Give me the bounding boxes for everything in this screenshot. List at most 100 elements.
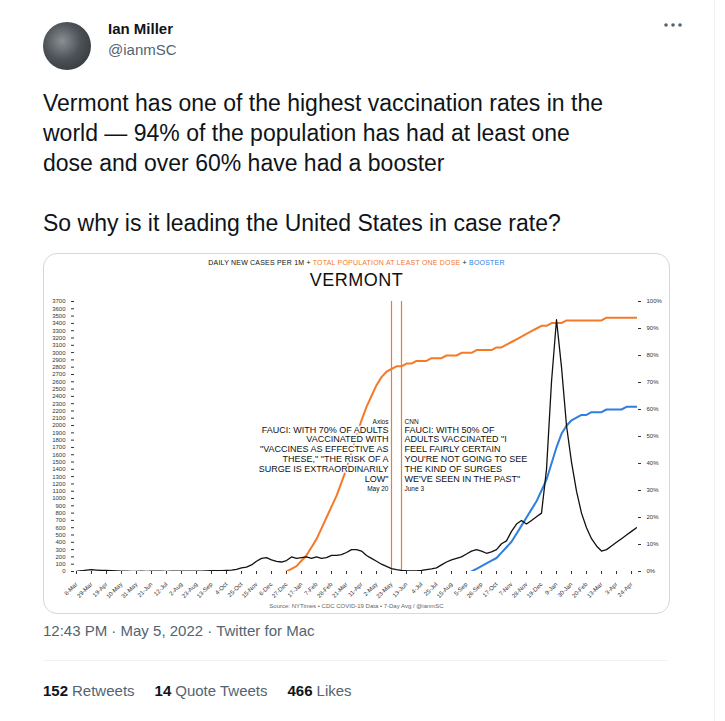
svg-text:3000: 3000 <box>52 350 66 356</box>
svg-text:2000: 2000 <box>52 422 66 428</box>
svg-text:1400: 1400 <box>52 466 66 472</box>
svg-text:6-Dec: 6-Dec <box>258 581 274 597</box>
html-text:Ian Miller: Ian Miller <box>108 20 173 37</box>
svg-text:25-Oct: 25-Oct <box>226 581 244 599</box>
svg-text:Axios: Axios <box>373 418 390 425</box>
html-text:VERMONT: VERMONT <box>309 270 404 290</box>
svg-text:17-Jan: 17-Jan <box>286 581 303 598</box>
svg-text:1700: 1700 <box>52 444 66 450</box>
svg-text:21-Mar: 21-Mar <box>331 581 349 599</box>
svg-text:15-Nov: 15-Nov <box>241 581 259 599</box>
html-text:14 Quote Tweets: 14 Quote Tweets <box>154 682 268 699</box>
svg-text:17-Oct: 17-Oct <box>482 581 499 598</box>
svg-text:30-Jan: 30-Jan <box>556 581 574 599</box>
svg-text:20-Feb: 20-Feb <box>570 581 589 599</box>
svg-text:1900: 1900 <box>52 430 66 436</box>
svg-text:8-Mar: 8-Mar <box>63 581 79 597</box>
svg-text:11-Apr: 11-Apr <box>347 581 364 598</box>
svg-text:500: 500 <box>55 532 66 538</box>
svg-text:400: 400 <box>55 539 66 545</box>
svg-text:1800: 1800 <box>52 437 66 443</box>
svg-text:2500: 2500 <box>52 386 66 392</box>
svg-text:3700: 3700 <box>52 298 66 304</box>
svg-text:3200: 3200 <box>52 335 66 341</box>
svg-text:800: 800 <box>55 510 66 516</box>
svg-text:10-May: 10-May <box>105 581 124 600</box>
svg-text:100%: 100% <box>647 298 663 304</box>
svg-text:28-Nov: 28-Nov <box>510 581 529 600</box>
svg-text:3500: 3500 <box>52 313 66 319</box>
html-text:@ianmSC: @ianmSC <box>108 41 177 58</box>
svg-text:30%: 30% <box>647 487 660 493</box>
svg-text:100: 100 <box>55 561 66 567</box>
svg-text:2600: 2600 <box>52 379 66 385</box>
svg-text:20%: 20% <box>647 514 660 520</box>
svg-text:10%: 10% <box>647 541 660 547</box>
svg-text:27-Dec: 27-Dec <box>271 581 289 599</box>
svg-text:700: 700 <box>55 517 66 523</box>
svg-text:7-Nov: 7-Nov <box>498 581 514 597</box>
svg-text:29-Mar: 29-Mar <box>76 581 94 599</box>
html-text:Vermont has one of the highest: Vermont has one of the highest vaccinati… <box>43 90 603 116</box>
svg-text:90%: 90% <box>647 325 660 331</box>
svg-text:13-Mar: 13-Mar <box>586 581 604 599</box>
svg-text:28-Feb: 28-Feb <box>315 581 334 599</box>
svg-text:2-Aug: 2-Aug <box>168 581 184 597</box>
svg-text:2100: 2100 <box>52 415 66 421</box>
svg-text:21-Jun: 21-Jun <box>136 581 153 598</box>
html-text:12:43 PM · May 5, 2022 · Twitt: 12:43 PM · May 5, 2022 · Twitter for Mac <box>43 622 315 639</box>
svg-text:24-Apr: 24-Apr <box>617 581 634 598</box>
svg-text:2700: 2700 <box>52 371 66 377</box>
svg-text:15-Aug: 15-Aug <box>436 581 454 599</box>
svg-text:26-Sep: 26-Sep <box>466 581 484 599</box>
svg-text:0%: 0% <box>647 568 656 574</box>
svg-text:FAUCI: WITH 70% OF ADULTSVACCI: FAUCI: WITH 70% OF ADULTSVACCINATED WITH… <box>259 425 389 485</box>
svg-text:70%: 70% <box>647 379 660 385</box>
html-text:world — 94% of the population: world — 94% of the population has had at… <box>43 120 570 146</box>
svg-text:2800: 2800 <box>52 364 66 370</box>
svg-text:50%: 50% <box>647 433 660 439</box>
svg-text:May 20: May 20 <box>367 485 389 493</box>
svg-text:1000: 1000 <box>52 495 66 501</box>
svg-text:23-Aug: 23-Aug <box>180 581 199 600</box>
svg-text:23-May: 23-May <box>375 581 393 599</box>
svg-text:3300: 3300 <box>52 328 66 334</box>
svg-text:12-Jul: 12-Jul <box>153 581 169 597</box>
svg-text:25-Jul: 25-Jul <box>422 581 439 597</box>
svg-text:5-Sep: 5-Sep <box>453 581 469 597</box>
svg-text:40%: 40% <box>647 460 660 466</box>
svg-text:900: 900 <box>55 503 66 509</box>
svg-text:7-Feb: 7-Feb <box>303 581 319 597</box>
svg-text:1600: 1600 <box>52 452 66 458</box>
svg-text:2200: 2200 <box>52 408 66 414</box>
svg-text:3600: 3600 <box>52 306 66 312</box>
svg-text:2-May: 2-May <box>362 581 379 598</box>
svg-text:600: 600 <box>55 525 66 531</box>
svg-text:3400: 3400 <box>52 320 66 326</box>
svg-text:FAUCI: WITH 50% OFADULTS VACCI: FAUCI: WITH 50% OFADULTS VACCINATED "IFE… <box>405 425 528 485</box>
svg-text:31-May: 31-May <box>120 581 138 599</box>
svg-text:0: 0 <box>62 568 66 574</box>
html-text:dose and over 60% have had a b: dose and over 60% have had a booster <box>43 150 445 176</box>
svg-text:19-Apr: 19-Apr <box>91 581 109 599</box>
svg-text:CNN: CNN <box>405 418 419 425</box>
svg-text:2300: 2300 <box>52 401 66 407</box>
svg-text:300: 300 <box>55 547 66 553</box>
svg-text:200: 200 <box>55 554 66 560</box>
svg-text:June 3: June 3 <box>405 485 425 492</box>
html-text:466 Likes: 466 Likes <box>287 682 352 699</box>
html-text:152 Retweets: 152 Retweets <box>43 682 135 699</box>
svg-text:13-Jun: 13-Jun <box>391 581 408 598</box>
svg-text:3100: 3100 <box>52 342 66 348</box>
svg-text:1100: 1100 <box>53 488 67 494</box>
svg-text:1500: 1500 <box>52 459 66 465</box>
svg-text:80%: 80% <box>647 352 660 358</box>
svg-text:2400: 2400 <box>52 393 66 399</box>
html-text:So why is it leading the Unite: So why is it leading the United States i… <box>43 210 561 236</box>
svg-text:1200: 1200 <box>52 481 66 487</box>
svg-text:60%: 60% <box>647 406 660 412</box>
svg-text:1300: 1300 <box>52 474 66 480</box>
svg-text:13-Sep: 13-Sep <box>196 581 214 599</box>
svg-text:2900: 2900 <box>52 357 66 363</box>
svg-text:19-Dec: 19-Dec <box>526 581 544 599</box>
